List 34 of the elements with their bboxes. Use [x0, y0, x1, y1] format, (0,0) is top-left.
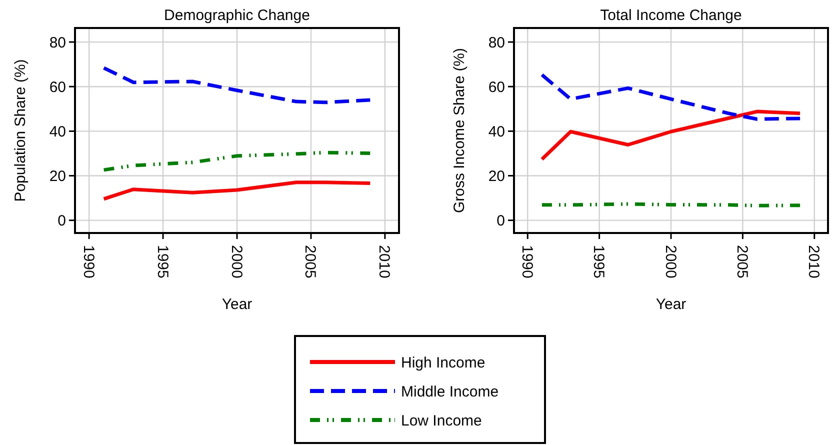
y-tick-label: 60	[488, 78, 505, 96]
x-tick-label: 1995	[590, 245, 608, 278]
line-series	[102, 66, 372, 104]
y-axis-title: Population Share (%)	[12, 59, 29, 202]
legend-label: Middle Income	[401, 383, 499, 400]
chart-title: Demographic Change	[164, 7, 310, 24]
y-tick-label: 40	[488, 123, 505, 140]
y-tick-label: 20	[488, 168, 505, 185]
y-tick-label: 60	[49, 78, 66, 96]
y-tick-label: 80	[488, 34, 505, 52]
y-tick-label: 40	[49, 123, 66, 140]
y-tick-label: 0	[58, 212, 66, 230]
x-tick-label: 2010	[376, 245, 393, 278]
line-series	[102, 150, 372, 172]
legend-label: Low Income	[401, 412, 482, 430]
line-series	[540, 73, 802, 121]
y-axis-title: Gross Income Share (%)	[451, 48, 468, 214]
x-tick-label: 2000	[662, 245, 679, 278]
x-axis-title: Year	[222, 296, 252, 313]
legend-label: High Income	[401, 354, 486, 372]
x-tick-label: 1995	[154, 245, 171, 278]
line-series	[102, 180, 372, 201]
line-series	[540, 110, 802, 161]
y-tick-label: 80	[49, 34, 66, 52]
x-axis-title: Year	[656, 296, 686, 313]
chart-title: Total Income Change	[600, 7, 742, 24]
x-tick-label: 2010	[805, 245, 822, 278]
x-tick-label: 2005	[733, 245, 750, 278]
x-tick-label: 2005	[302, 245, 319, 278]
y-tick-label: 0	[496, 212, 505, 230]
x-tick-label: 1990	[80, 245, 97, 278]
x-tick-label: 2000	[228, 245, 245, 278]
y-tick-label: 20	[49, 168, 66, 185]
x-tick-label: 1990	[518, 245, 536, 278]
